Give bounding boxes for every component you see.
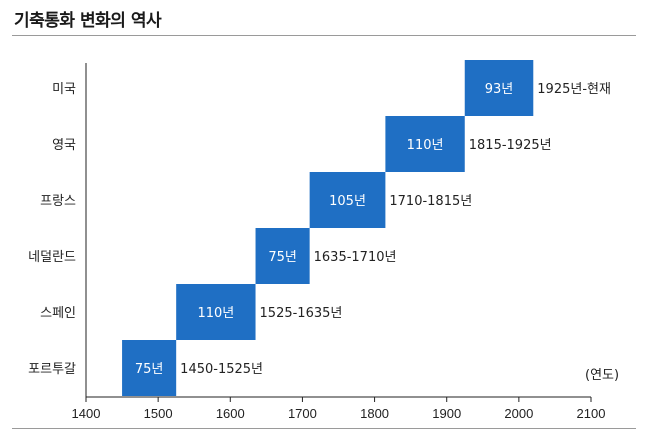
x-tick-label: 1900 [432, 406, 461, 421]
range-bar [176, 284, 256, 340]
range-label: 1525-1635년 [260, 306, 343, 321]
range-bar [122, 340, 177, 396]
x-tick-label: 1600 [216, 406, 245, 421]
category-label: 네덜란드 [28, 250, 76, 265]
x-tick-label: 1800 [360, 406, 389, 421]
bottom-divider [12, 428, 636, 429]
x-axis-unit-label: (연도) [585, 368, 620, 383]
category-label: 포르투갈 [28, 362, 76, 377]
range-label: 1925년-현재 [537, 82, 611, 97]
x-tick-label: 2000 [504, 406, 533, 421]
duration-label: 93년 [485, 82, 514, 97]
category-label: 미국 [52, 82, 76, 97]
range-bar [309, 172, 386, 228]
duration-label: 75년 [135, 362, 164, 377]
range-label: 1450-1525년 [180, 362, 263, 377]
top-divider [12, 35, 636, 36]
x-tick-label: 2100 [577, 406, 606, 421]
range-label: 1635-1710년 [314, 250, 397, 265]
range-label: 1815-1925년 [469, 138, 552, 153]
range-bar [464, 60, 534, 116]
duration-label: 110년 [197, 306, 234, 321]
range-bar [385, 116, 465, 172]
category-label: 영국 [52, 138, 76, 153]
duration-label: 110년 [407, 138, 444, 153]
category-label: 프랑스 [40, 194, 76, 209]
duration-label: 105년 [329, 194, 366, 209]
x-tick-label: 1400 [72, 406, 101, 421]
category-label: 스페인 [40, 306, 76, 321]
range-bar [255, 228, 310, 284]
duration-label: 75년 [268, 250, 297, 265]
x-tick-label: 1500 [144, 406, 173, 421]
x-tick-label: 1700 [288, 406, 317, 421]
chart-title: 기축통화 변화의 역사 [14, 11, 162, 31]
range-label: 1710-1815년 [389, 194, 472, 209]
